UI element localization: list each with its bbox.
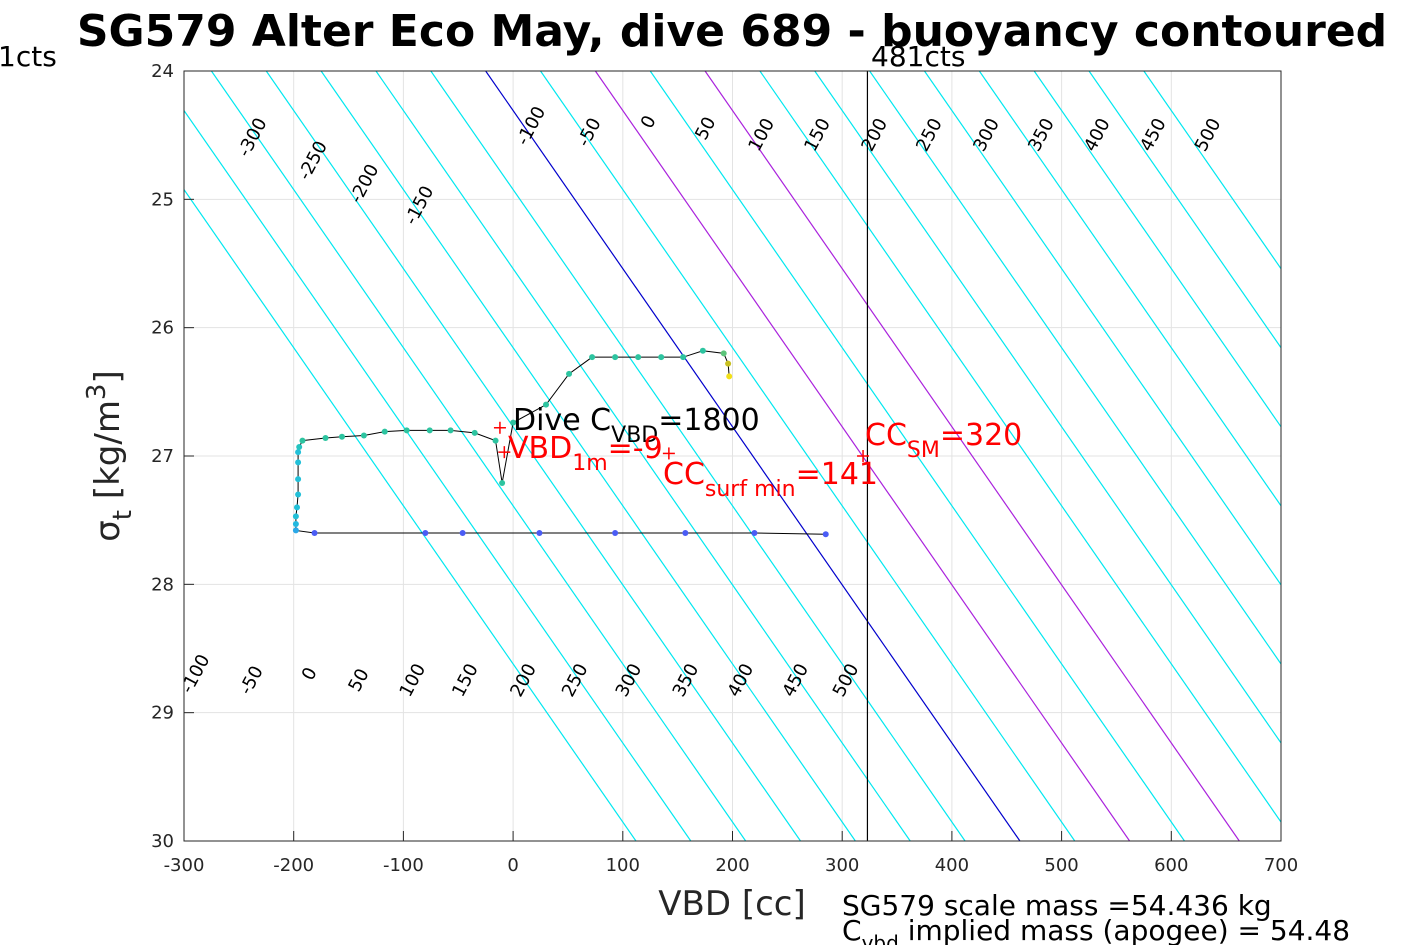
contour-line [649,71,1185,841]
cc-surf-min-label: CCsurf min=141 [663,457,878,502]
contour-line [320,71,856,841]
dive-trace-point [292,527,299,534]
dive-trace-point [338,433,345,440]
dive-trace-point [295,476,302,483]
dive-trace-point [658,354,665,361]
y-axis-label: σt [kg/m3] [82,370,138,542]
dive-trace-point [635,354,642,361]
dive-trace-point [612,354,619,361]
contour-line [375,71,911,841]
dive-trace-point [403,427,410,434]
implied-mass-label: Cvbd implied mass (apogee) = 54.48 [842,914,1350,945]
dive-trace-point [543,401,550,408]
x-tick-label: 700 [1264,855,1298,876]
y-tick-label: 26 [151,318,174,339]
contour-line [978,71,1281,507]
chart-title: SG579 Alter Eco May, dive 689 - buoyancy… [77,6,1387,57]
contour-line [1088,71,1281,349]
dive-trace-point [510,419,517,426]
dive-trace-point [499,479,506,486]
dive-trace-point [311,530,318,536]
dive-trace-point [589,354,596,361]
vbd-1m-label: VBD1m=-9 [508,431,663,476]
x-tick-label: 100 [606,855,640,876]
dive-trace-point [536,530,543,536]
dive-trace-point [492,437,499,444]
x-tick-label: -300 [164,855,205,876]
contour-line [923,71,1281,586]
y-tick-label: 24 [151,61,174,82]
dive-trace-point [426,427,433,434]
x-axis-label: VBD [cc] [658,884,806,924]
dive-trace-point [292,521,299,528]
dive-trace-point [422,530,429,536]
dive-trace [292,347,829,538]
dive-trace-point [295,449,302,456]
dive-trace-point [566,370,573,377]
chart-extras [493,71,870,841]
dive-trace-point [381,428,388,435]
dive-trace-point [726,373,733,380]
contour-line [1143,71,1281,270]
contour-line [265,71,802,841]
dive-trace-point [682,530,689,536]
cc-sm-label: CCSM=320 [865,418,1022,463]
right-counts-label: 481cts [871,40,965,73]
dive-trace-point [751,530,758,536]
x-tick-label: 600 [1154,855,1188,876]
left-counts-label: 1cts [0,40,57,73]
dive-trace-point [295,491,302,498]
dive-trace-point [699,347,706,354]
dive-trace-point [459,530,466,536]
dive-trace-point [822,531,829,538]
dive-trace-point [299,437,306,444]
contour-line [1033,71,1281,428]
y-tick-label: 25 [151,189,174,210]
y-tick-label: 30 [151,831,174,852]
contour-line [430,71,966,841]
dive-trace-point [322,435,329,442]
y-tick-label: 27 [151,446,174,467]
dive-trace-point [471,429,478,436]
dive-trace-point [725,360,732,367]
x-tick-label: 400 [935,855,969,876]
x-tick-label: 200 [715,855,749,876]
contour-line [485,71,1021,841]
dive-trace-point [295,459,302,466]
contour-line [540,71,1076,841]
dive-trace-point [612,530,619,536]
dive-trace-line [295,350,826,535]
contour-line [869,71,1281,665]
scale-mass-label: SG579 scale mass =54.436 kg [842,889,1272,922]
x-tick-label: 0 [507,855,518,876]
contour-line [814,71,1281,745]
dive-trace-point [293,504,300,511]
x-tick-label: -200 [273,855,314,876]
dive-trace-point [447,427,454,434]
dive-trace-point [680,354,687,361]
contour-line [704,71,1240,841]
dive-trace-point [292,513,299,520]
axis-ticks: -300 -200 -100 0 100 200 300 400 500 600 700 24 25 26… [151,61,1298,876]
dive-trace-point [720,350,727,357]
contour-line [184,109,692,841]
dive-trace-point [296,444,303,451]
dive-trace-point [360,432,367,439]
dive-c-vbd-label: Dive CVBD=1800 [513,403,760,448]
y-tick-label: 29 [151,703,174,724]
x-tick-label: 500 [1044,855,1078,876]
y-tick-label: 28 [151,574,174,595]
x-tick-label: -100 [383,855,424,876]
contour-line [759,71,1281,824]
x-tick-label: 300 [825,855,859,876]
contour-line [210,71,747,841]
